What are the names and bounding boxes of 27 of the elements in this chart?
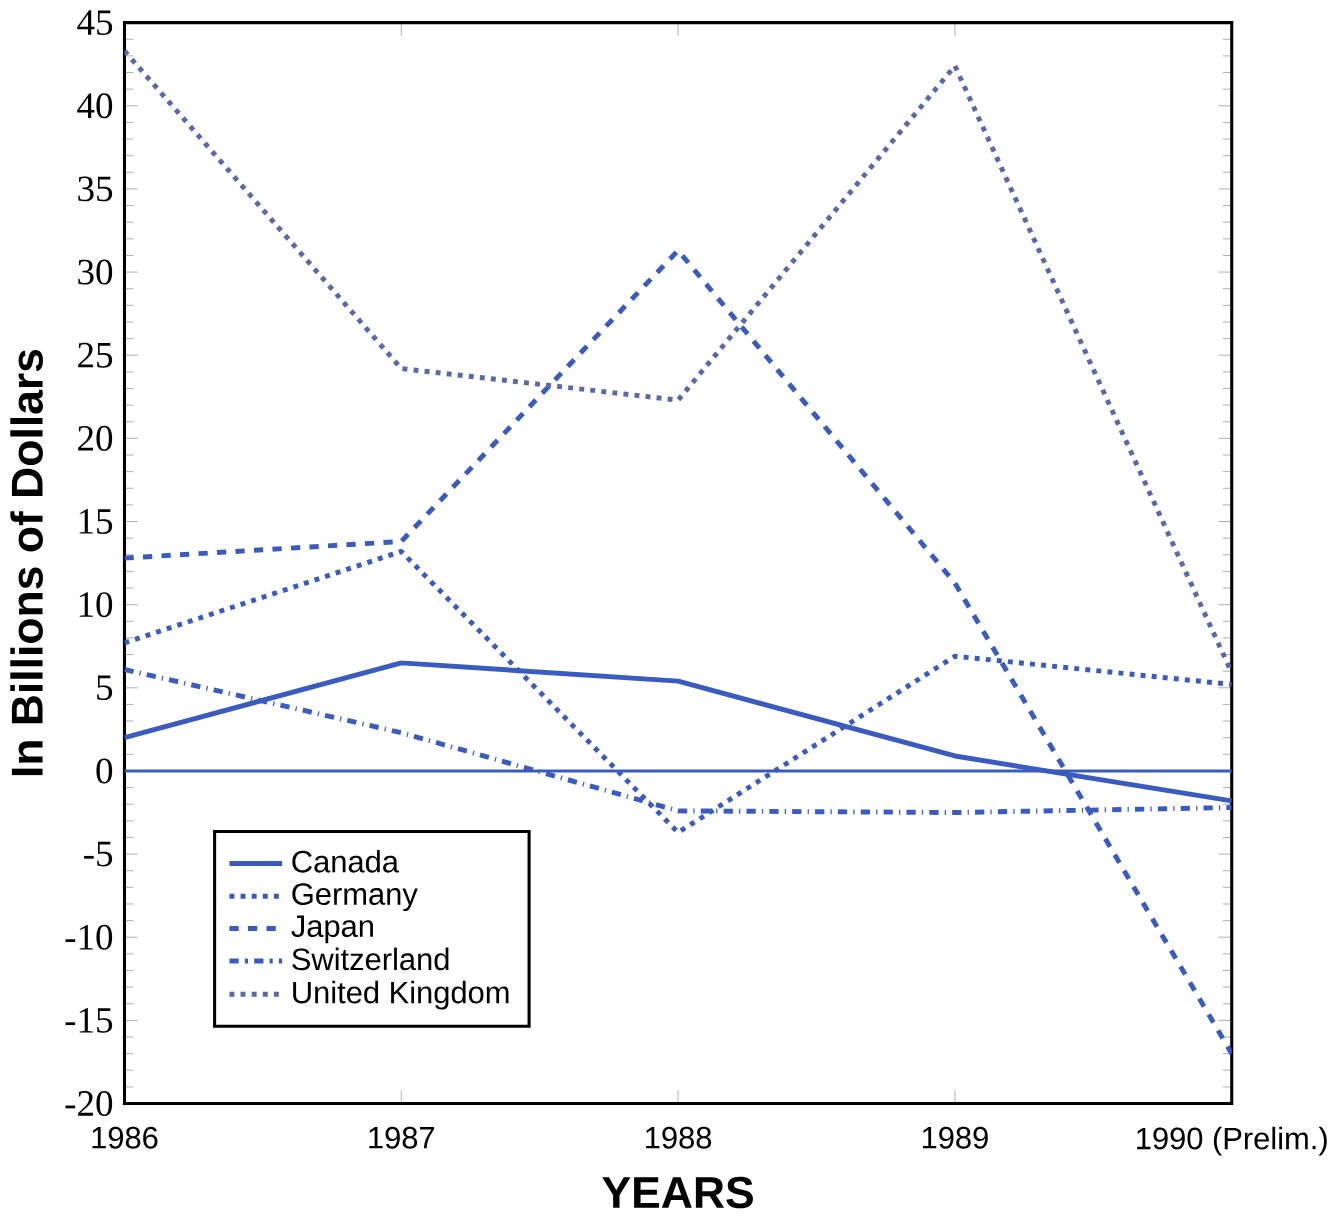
- y-tick-label: 15: [79, 509, 113, 535]
- legend-label: Japan: [291, 915, 373, 944]
- y-tick-label: 35: [78, 176, 113, 202]
- y-tick-label: -10: [65, 924, 113, 950]
- x-axis-title: YEARS: [602, 1176, 753, 1209]
- x-tick-label: 1987: [369, 1127, 435, 1149]
- x-tick-label: 1988: [646, 1127, 712, 1149]
- y-tick-label: 5: [97, 675, 113, 701]
- y-tick-label: -5: [84, 841, 113, 867]
- y-tick-label: 30: [78, 259, 113, 285]
- legend-label: Canada: [292, 850, 399, 873]
- y-tick-label: 20: [78, 426, 113, 452]
- x-tick-label: 1989: [922, 1127, 988, 1149]
- y-tick-label: 25: [78, 342, 113, 368]
- y-tick-label: -15: [65, 1008, 113, 1033]
- y-tick-label: 45: [77, 10, 113, 36]
- legend-label: Germany: [292, 883, 418, 912]
- y-tick-label: 40: [77, 93, 113, 119]
- legend-label: Switzerland: [292, 947, 449, 971]
- y-tick-label: -20: [65, 1091, 113, 1117]
- line-series: [124, 248, 1232, 1057]
- legend-label: United Kingdom: [293, 980, 509, 1010]
- x-tick-label: 1986: [92, 1127, 158, 1149]
- y-axis-title: In Billions of Dollars: [10, 350, 43, 776]
- x-tick-label: 1990 (Prelim.): [1137, 1127, 1327, 1156]
- y-tick-label: 0: [96, 758, 113, 784]
- y-tick-label: 10: [79, 592, 113, 618]
